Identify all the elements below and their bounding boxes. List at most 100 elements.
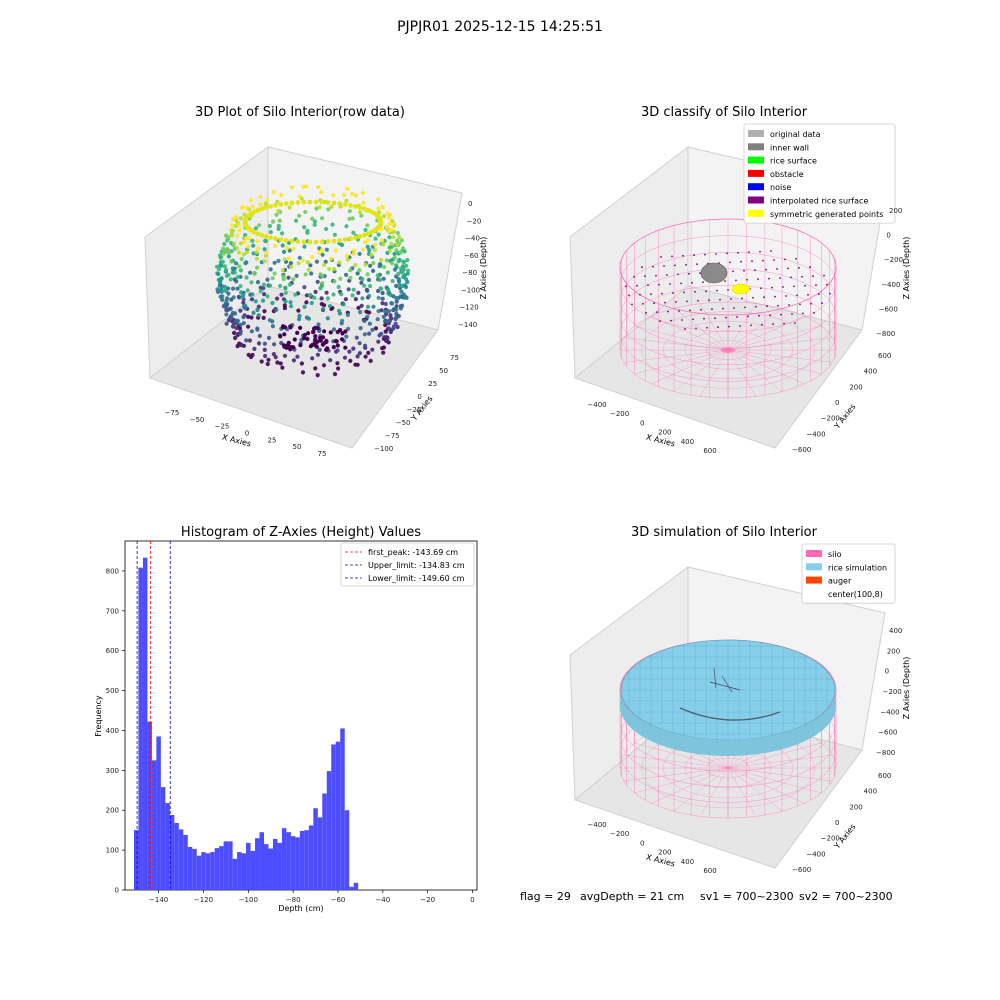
interpolated-point (736, 316, 738, 318)
raw-point (247, 338, 252, 343)
interpolated-surface-points (625, 250, 831, 353)
raw-point (262, 259, 267, 264)
raw-point (357, 351, 362, 356)
raw-point (278, 334, 283, 339)
raw-point (404, 263, 409, 268)
tick-label: −40 (465, 235, 480, 243)
tick-label: 25 (268, 436, 277, 444)
interpolated-point (652, 265, 654, 268)
raw-point (365, 314, 370, 319)
tick-label: −75 (165, 409, 180, 417)
raw-point (330, 222, 335, 227)
raw-point (391, 326, 396, 331)
raw-point (363, 227, 368, 233)
tick-label: −50 (396, 419, 411, 427)
x-tick-label: −100 (239, 896, 258, 904)
silo-floor-spoke (727, 349, 805, 385)
raw-point (278, 202, 284, 207)
legend-label: Lower_limit: -149.60 cm (368, 574, 465, 583)
raw-point (351, 251, 357, 256)
raw-point (347, 216, 352, 221)
raw-point (237, 228, 242, 233)
histogram-bar (228, 841, 233, 890)
x-tick-labels: −140 −120 −100 −80 −60 −40 −20 0 (149, 890, 475, 904)
raw-point (222, 284, 227, 289)
legend-swatch (748, 143, 764, 151)
tick-label: 600 (703, 447, 716, 455)
raw-point (291, 358, 296, 363)
raw-point (380, 301, 385, 306)
raw-point (229, 233, 235, 238)
raw-point (282, 303, 287, 308)
raw-point (363, 354, 368, 359)
raw-point (398, 250, 403, 255)
raw-point (253, 226, 258, 231)
raw-point (276, 208, 281, 214)
raw-point (284, 246, 290, 251)
interpolated-point (768, 277, 770, 280)
histogram-bar (241, 853, 247, 890)
raw-point (315, 279, 320, 284)
raw-point (282, 332, 287, 337)
raw-point (262, 347, 267, 352)
raw-point (297, 255, 302, 260)
interpolated-point (737, 251, 739, 254)
tick-label: 0 (245, 430, 249, 438)
raw-point (325, 316, 330, 321)
interpolated-point (754, 269, 756, 272)
raw-point (360, 277, 365, 282)
raw-point (258, 202, 263, 207)
histogram-bar (299, 830, 305, 890)
raw-point (237, 264, 242, 269)
raw-point (337, 260, 342, 265)
interpolated-point (697, 299, 699, 302)
raw-point (222, 264, 227, 269)
raw-point (271, 190, 276, 195)
raw-point (378, 217, 384, 223)
raw-point (377, 262, 383, 267)
interpolated-point (774, 295, 776, 298)
interpolated-point (810, 302, 812, 305)
interpolated-point (715, 253, 717, 255)
raw-point (402, 295, 407, 300)
raw-point (220, 297, 225, 302)
raw-point (353, 362, 358, 367)
raw-point (268, 235, 273, 241)
raw-point (379, 331, 384, 336)
raw-point (373, 236, 378, 241)
raw-point (283, 238, 289, 243)
raw-point (376, 197, 381, 202)
raw-point (272, 260, 277, 265)
raw-point (256, 341, 262, 346)
raw-point (367, 310, 372, 315)
interpolated-point (692, 318, 694, 321)
raw-point (394, 299, 399, 304)
raw-point (241, 300, 246, 305)
raw-point (348, 358, 353, 363)
raw-point (314, 259, 319, 264)
raw-point (252, 346, 257, 351)
legend-swatch (748, 209, 764, 217)
legend-frame (340, 542, 475, 587)
raw-point (386, 228, 391, 234)
interpolated-point (762, 259, 764, 262)
silo-floor-spoke (727, 767, 833, 782)
raw-point (375, 317, 380, 322)
simulation-legend: silo rice simulation auger center(100,8) (801, 543, 896, 604)
interpolated-point (773, 259, 775, 261)
histogram-bar (147, 721, 152, 890)
interpolated-point (724, 280, 726, 282)
interpolated-point (818, 293, 820, 296)
tick-label: 400 (864, 788, 877, 796)
panel-raw-title: 3D Plot of Silo Interior(row data) (195, 105, 405, 120)
interpolated-point (677, 273, 679, 276)
raw-point (312, 222, 317, 227)
raw-point (337, 238, 343, 243)
raw-point (382, 335, 387, 340)
interpolated-point (815, 284, 817, 287)
raw-point (249, 315, 254, 320)
raw-point (357, 234, 363, 239)
raw-point (306, 331, 311, 336)
raw-point (230, 286, 236, 291)
raw-point (288, 261, 293, 266)
